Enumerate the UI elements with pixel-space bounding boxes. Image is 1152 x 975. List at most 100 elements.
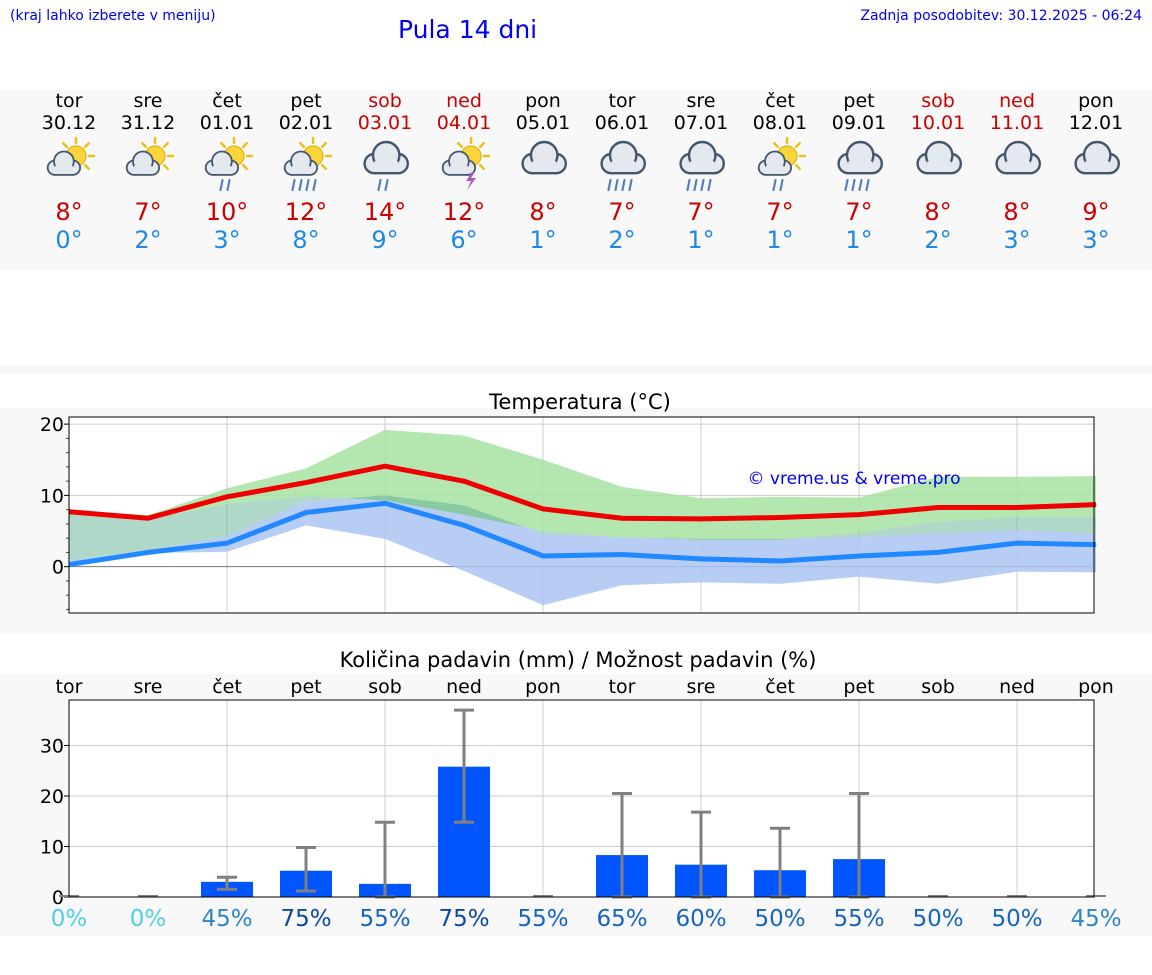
- rain-drop: [226, 178, 231, 192]
- sun-ray: [241, 163, 248, 170]
- precip-day-label: pet: [843, 676, 874, 698]
- temp-min: 1°: [845, 226, 872, 254]
- precip-day-label: pet: [290, 676, 321, 698]
- temp-max: 9°: [1082, 198, 1109, 226]
- precip-day-label: pon: [525, 676, 561, 698]
- divider-band: [0, 365, 1152, 373]
- temp-max: 8°: [529, 198, 556, 226]
- temp-max: 7°: [766, 198, 793, 226]
- precip-day-label: ned: [999, 676, 1035, 698]
- day-date: 31.12: [121, 112, 175, 134]
- day-name: pet: [843, 90, 874, 112]
- rain-drop: [621, 178, 626, 192]
- day-name: tor: [609, 90, 636, 112]
- cloud-icon: [916, 140, 963, 175]
- day-date: 30.12: [42, 112, 96, 134]
- sun-ray: [220, 142, 227, 149]
- cloud-shape: [916, 140, 963, 175]
- max-temp-point: [1016, 507, 1018, 509]
- day-name: pon: [525, 90, 561, 112]
- cloud-body: [532, 161, 557, 172]
- min-temp-point: [1095, 544, 1097, 546]
- cloud-shape: [283, 150, 319, 176]
- cloud-rain-icon: [600, 140, 647, 192]
- temp-min: 0°: [55, 226, 82, 254]
- rain-drop: [607, 178, 612, 192]
- cloud-body: [611, 161, 636, 172]
- temp-min: 9°: [371, 226, 398, 254]
- precip-chance: 55%: [833, 906, 884, 932]
- cloud-shape: [363, 140, 410, 175]
- temp-min: 8°: [292, 226, 319, 254]
- cloud-shape: [125, 150, 161, 176]
- precipitation-chart-title: Količina padavin (mm) / Možnost padavin …: [340, 648, 817, 672]
- day-name: sre: [134, 90, 163, 112]
- cloud-shape: [441, 150, 477, 176]
- cloud-body: [1085, 161, 1110, 172]
- sun-ray: [62, 142, 69, 149]
- sun-ray: [162, 142, 169, 149]
- cloud-icon: [521, 140, 568, 175]
- day-name: ned: [999, 90, 1035, 112]
- cloud-rain-icon: [679, 140, 726, 192]
- precip-chance: 50%: [991, 906, 1042, 932]
- precip-day-label: čet: [212, 676, 242, 698]
- day-date: 11.01: [990, 112, 1044, 134]
- min-temp-point: [621, 554, 623, 556]
- sun-ray: [478, 142, 485, 149]
- cloud-shape: [521, 140, 568, 175]
- temp-min: 1°: [529, 226, 556, 254]
- max-temp-point: [147, 517, 149, 519]
- lightning-bolt: [466, 172, 476, 190]
- precipitation-plot-frame: [68, 699, 1095, 898]
- temp-y-tick-label: 20: [40, 414, 64, 436]
- rain-drop: [865, 178, 870, 192]
- cloud-body: [291, 165, 310, 174]
- cloud-body: [690, 161, 715, 172]
- day-name: pet: [290, 90, 321, 112]
- sun-ray: [141, 142, 148, 149]
- precip-chance: 75%: [280, 906, 331, 932]
- precip-day-label: sre: [134, 676, 163, 698]
- min-temp-point: [700, 558, 702, 560]
- cloud-body: [848, 161, 873, 172]
- cloud-shape: [1074, 140, 1121, 175]
- temp-min: 2°: [924, 226, 951, 254]
- sun-cloud-light-rain-icon: [204, 136, 254, 192]
- temperature-plot-frame: [68, 416, 1095, 614]
- temp-max: 8°: [55, 198, 82, 226]
- rain-drop: [851, 178, 856, 192]
- sun-cloud-thunder-icon: [441, 136, 491, 190]
- cloud-light-rain-icon: [363, 140, 410, 192]
- day-name: čet: [765, 90, 795, 112]
- cloud-body: [212, 165, 231, 174]
- min-temp-point: [305, 512, 307, 514]
- cloud-shape: [757, 150, 793, 176]
- cloud-body: [54, 165, 73, 174]
- precip-chance: 45%: [1070, 906, 1121, 932]
- max-temp-point: [1095, 504, 1097, 506]
- rain-drop: [298, 178, 303, 192]
- page-title: Pula 14 dni: [398, 15, 538, 44]
- rain-drop: [858, 178, 863, 192]
- day-name: sre: [687, 90, 716, 112]
- cloud-rain-icon: [837, 140, 884, 192]
- rain-drop: [377, 178, 382, 192]
- location-menu-hint[interactable]: (kraj lahko izberete v meniju): [10, 8, 216, 24]
- day-date: 05.01: [516, 112, 570, 134]
- sun-ray: [794, 142, 801, 149]
- precip-chance: 55%: [517, 906, 568, 932]
- max-temp-point: [700, 518, 702, 520]
- temp-y-tick-label: 0: [52, 557, 64, 579]
- rain-drop: [693, 178, 698, 192]
- sun-ray: [241, 142, 248, 149]
- min-temp-point: [384, 502, 386, 504]
- temp-max: 14°: [364, 198, 407, 226]
